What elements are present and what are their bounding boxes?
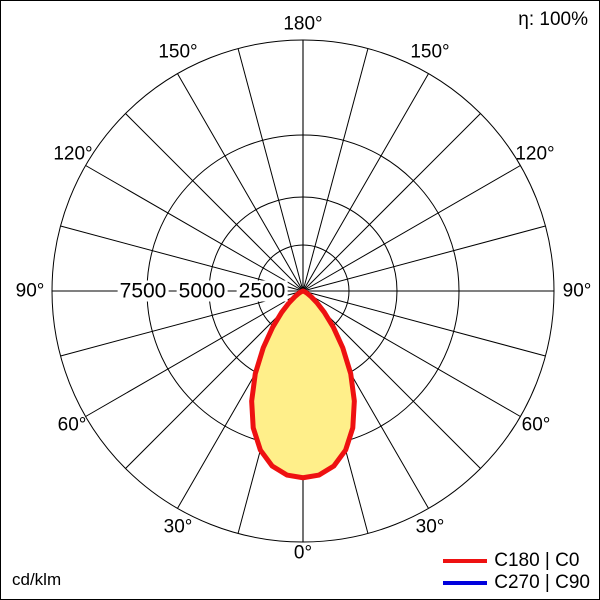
angle-label-10: 30° xyxy=(415,516,445,538)
angle-spoke xyxy=(237,48,304,292)
angle-label-4: 120° xyxy=(515,143,555,165)
angle-label-2: 150° xyxy=(410,41,450,63)
efficiency-label: η: 100% xyxy=(518,9,588,30)
angle-spoke xyxy=(302,113,481,292)
angle-spoke xyxy=(60,225,304,292)
angle-spoke xyxy=(85,165,304,292)
legend-swatch-c270-c90 xyxy=(443,580,488,585)
radial-tick-label-2: 2500 xyxy=(236,279,288,303)
curve-c180-c0 xyxy=(249,288,357,481)
angle-spoke xyxy=(302,48,369,292)
angle-spoke xyxy=(125,290,304,469)
legend-item-c270-c90: C270 | C90 xyxy=(443,573,590,592)
angle-spoke xyxy=(302,165,521,292)
angle-spoke xyxy=(85,290,304,417)
angle-spoke xyxy=(302,73,429,292)
angle-label-1: 150° xyxy=(158,41,198,63)
unit-label: cd/klm xyxy=(12,570,62,589)
legend-item-c180-c0: C180 | C0 xyxy=(443,551,590,570)
angle-spoke xyxy=(302,290,546,357)
angle-label-7: 60° xyxy=(57,414,87,436)
angle-label-6: 90° xyxy=(562,280,592,302)
angle-label-5: 90° xyxy=(15,280,45,302)
legend-label-c180-c0: C180 | C0 xyxy=(494,550,580,571)
radial-tick-label-0: 7500 xyxy=(117,279,169,303)
angle-label-8: 60° xyxy=(521,414,551,436)
radial-tick-label-1: 5000 xyxy=(176,279,228,303)
angle-label-3: 120° xyxy=(53,143,93,165)
angle-spoke xyxy=(302,290,481,469)
angle-spoke xyxy=(302,225,546,292)
angle-spoke xyxy=(177,73,304,292)
angle-label-11: 0° xyxy=(293,542,313,564)
angle-label-9: 30° xyxy=(163,516,193,538)
angle-spoke xyxy=(302,290,521,417)
angle-spoke xyxy=(60,290,304,357)
angle-spoke xyxy=(125,113,304,292)
legend-label-c270-c90: C270 | C90 xyxy=(494,572,590,593)
legend-swatch-c180-c0 xyxy=(443,558,488,563)
angle-label-0: 180° xyxy=(283,13,323,35)
legend: C180 | C0 C270 | C90 xyxy=(443,551,590,592)
